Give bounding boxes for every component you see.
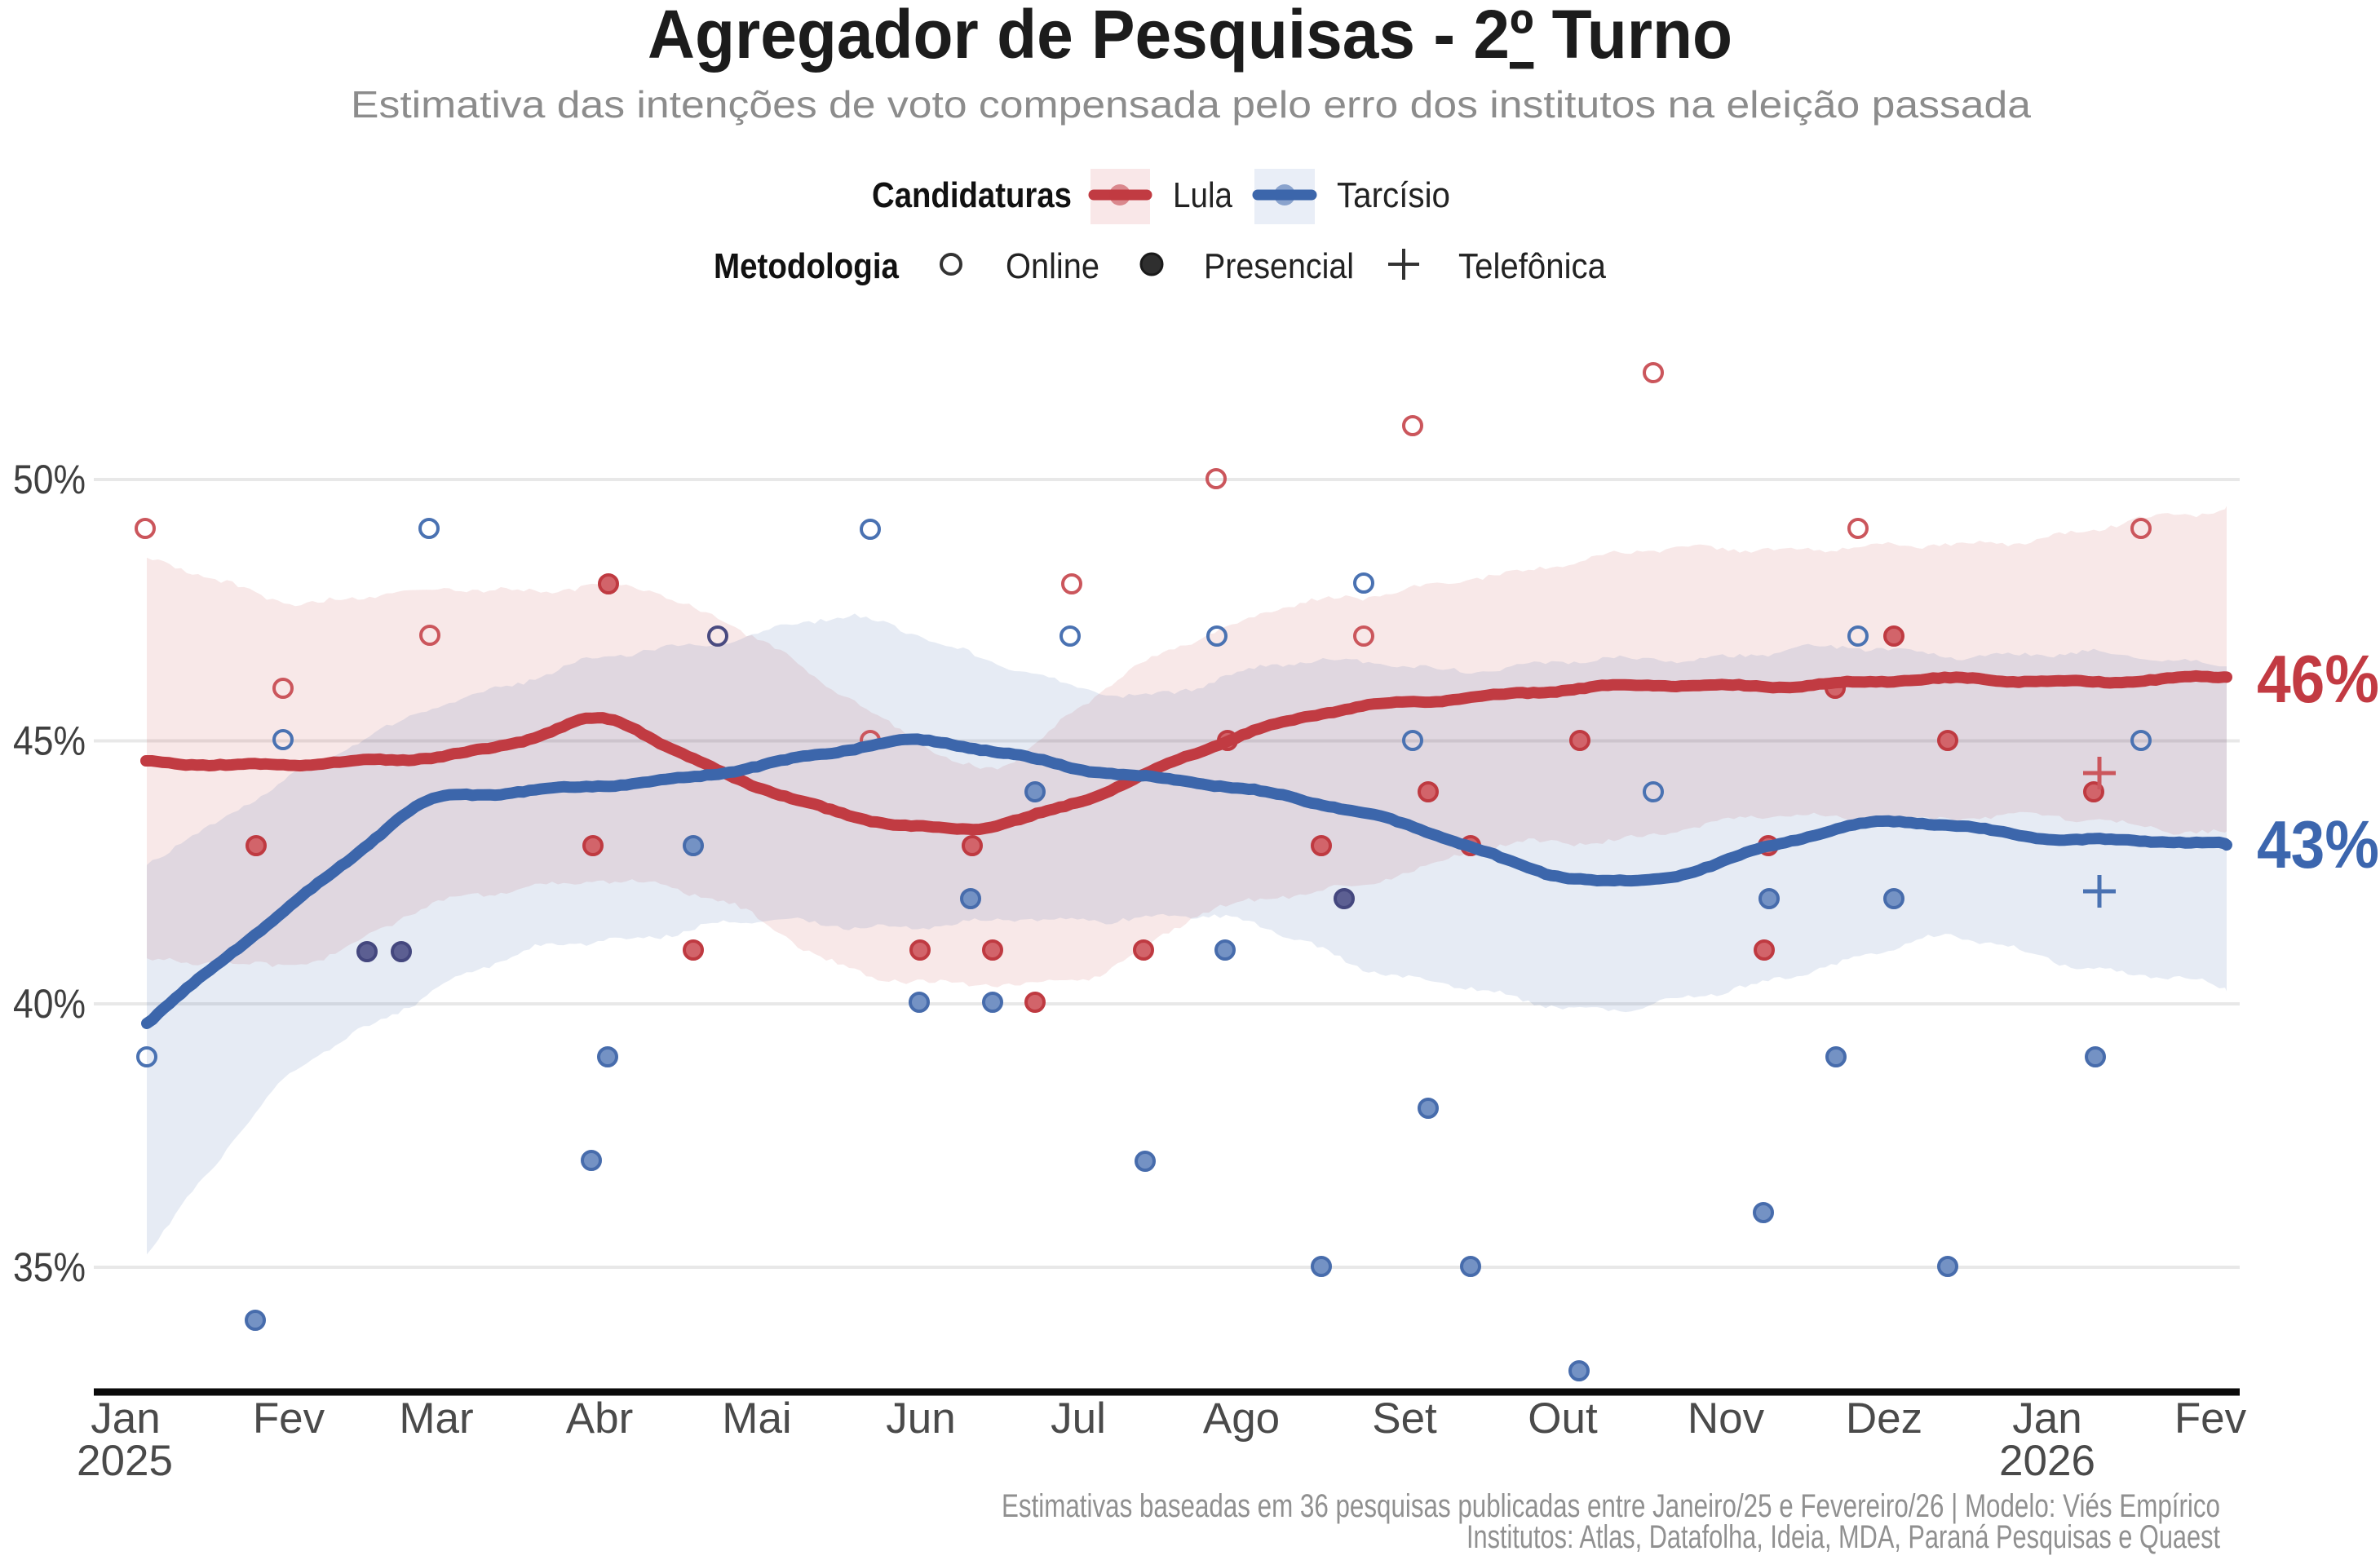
svg-text:40%: 40% [13,981,86,1027]
svg-text:Jan: Jan [91,1394,160,1443]
svg-text:Dez: Dez [1846,1394,1922,1443]
svg-text:Institutos: Atlas, Datafolha,: Institutos: Atlas, Datafolha, Ideia, MDA… [1466,1519,2220,1555]
svg-text:Presencial: Presencial [1204,246,1354,286]
svg-text:Abr: Abr [566,1394,633,1443]
svg-text:Fev: Fev [253,1394,325,1443]
svg-text:50%: 50% [13,457,86,502]
svg-text:43%: 43% [2257,807,2379,882]
svg-text:Lula: Lula [1173,175,1232,215]
svg-text:Agregador de Pesquisas - 2º Tu: Agregador de Pesquisas - 2º Turno [648,0,1732,73]
svg-text:Metodologia: Metodologia [714,246,899,286]
svg-text:Telefônica: Telefônica [1458,246,1606,286]
svg-text:Jun: Jun [886,1394,955,1443]
svg-text:Mar: Mar [399,1394,473,1443]
svg-text:46%: 46% [2257,641,2379,717]
svg-text:45%: 45% [13,718,86,764]
svg-text:35%: 35% [13,1244,86,1290]
svg-text:2026: 2026 [1999,1437,2095,1485]
svg-text:Estimativa das intenções de vo: Estimativa das intenções de voto compens… [351,83,2031,126]
svg-text:Candidaturas: Candidaturas [872,175,1072,215]
svg-text:2025: 2025 [77,1437,173,1485]
svg-text:Tarcísio: Tarcísio [1337,175,1450,215]
svg-text:Set: Set [1372,1394,1437,1443]
svg-text:Nov: Nov [1688,1394,1765,1443]
svg-text:Ago: Ago [1203,1394,1280,1443]
svg-text:Out: Out [1528,1394,1598,1443]
svg-text:Mai: Mai [722,1394,791,1443]
svg-text:Jul: Jul [1051,1394,1106,1443]
svg-text:Estimativas baseadas em 36 pes: Estimativas baseadas em 36 pesquisas pub… [1002,1488,2220,1524]
svg-text:Online: Online [1006,246,1099,286]
svg-text:Fev: Fev [2174,1394,2247,1443]
svg-text:Jan: Jan [2012,1394,2081,1443]
